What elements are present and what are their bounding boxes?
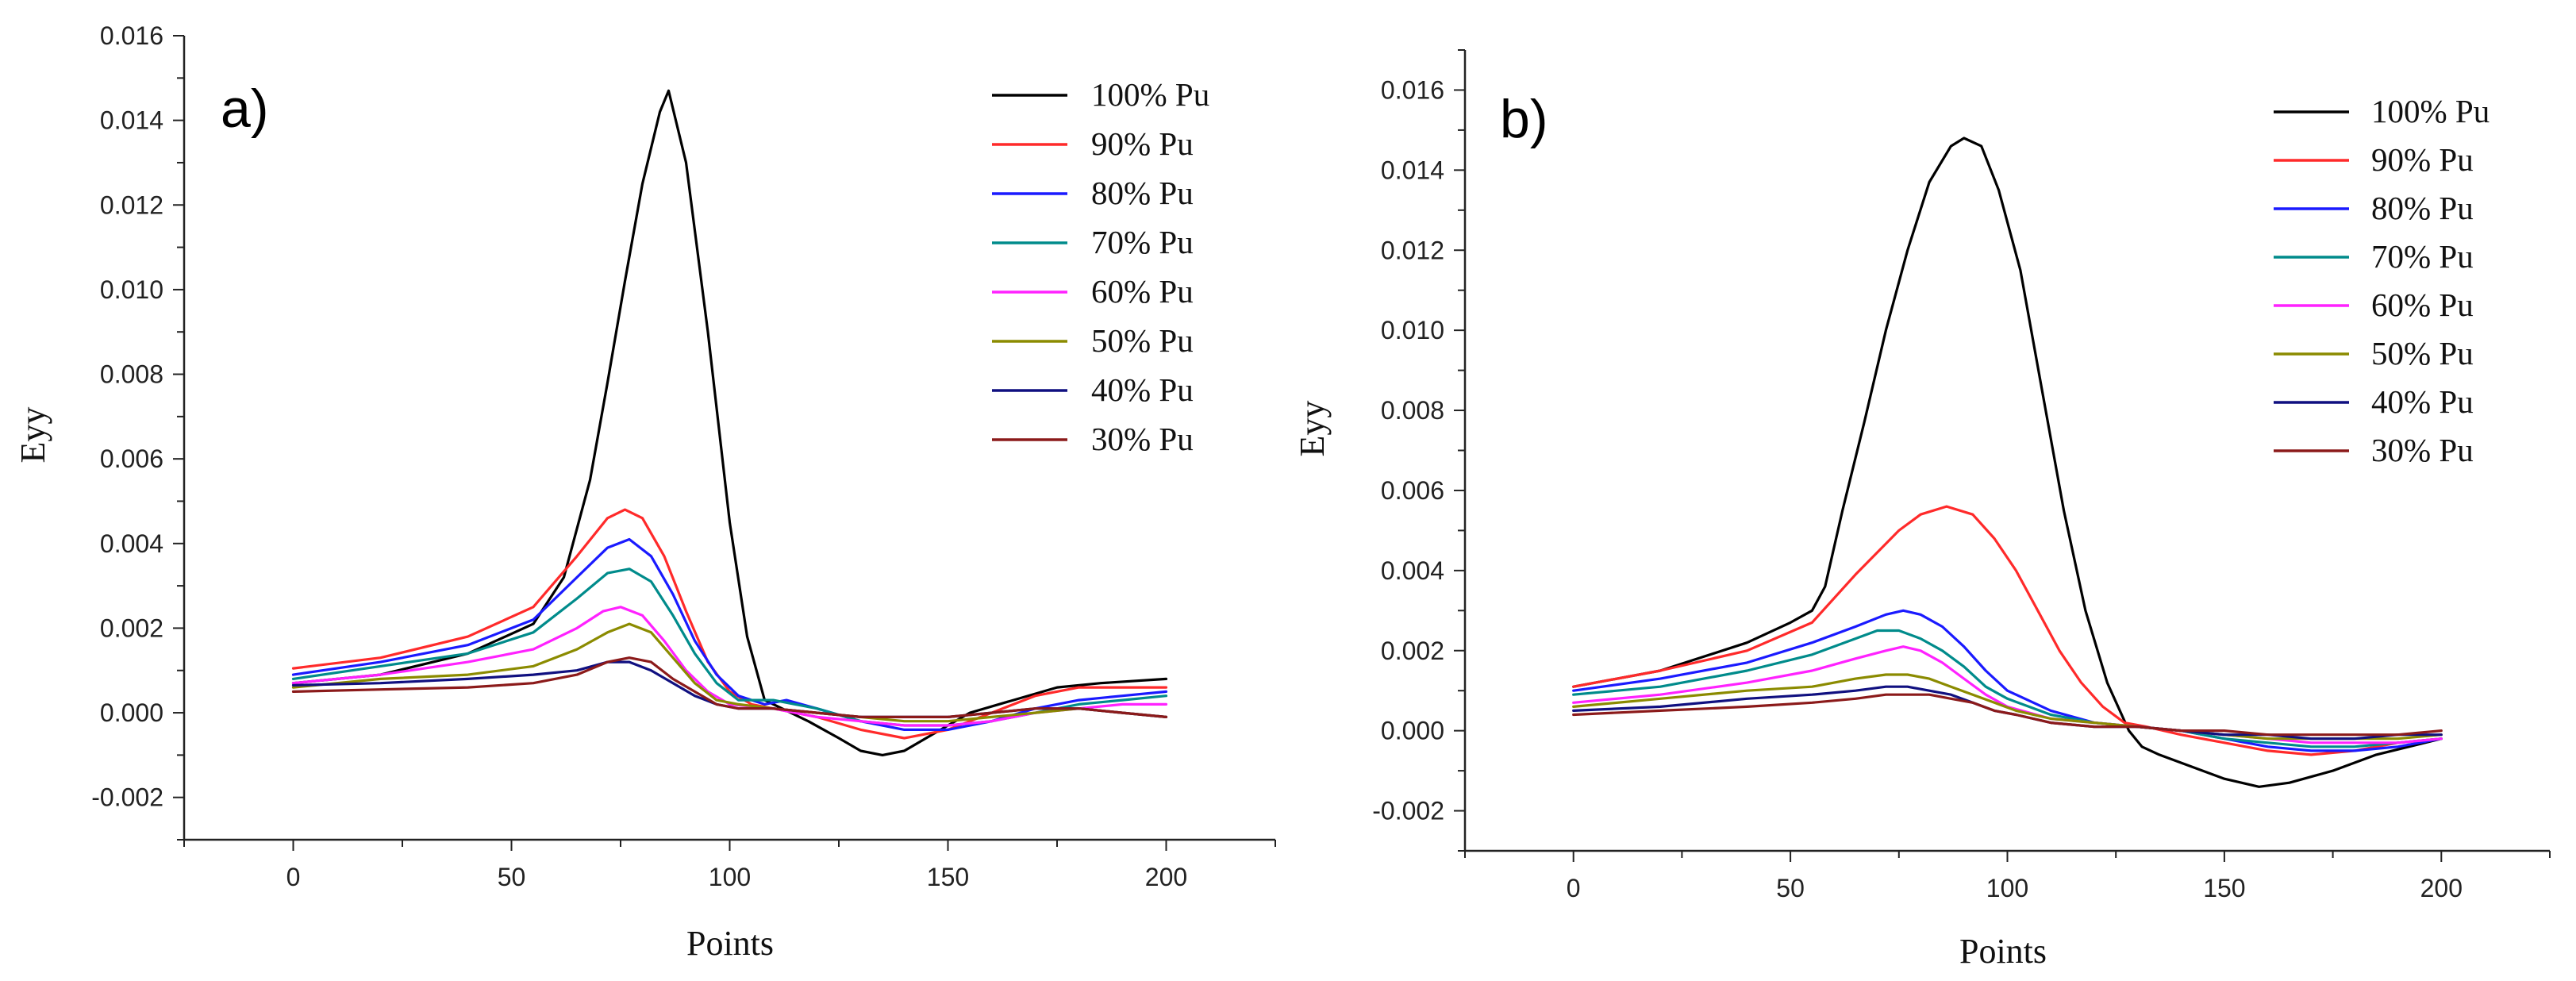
- series-line: [1572, 693, 2443, 737]
- legend-label: 60% Pu: [2371, 287, 2474, 323]
- series-line: [1572, 673, 2443, 741]
- y-tick-label: 0.016: [1381, 75, 1444, 104]
- legend-label: 30% Pu: [2371, 432, 2474, 468]
- series-line: [1572, 609, 2443, 752]
- chart-panel-1: 0 50 100 150 200 -0.002 0.000 0.002 0.004 0.006 0.…: [13, 21, 1276, 963]
- x-tick-label: 200: [1145, 863, 1187, 891]
- y-tick-label: 0.006: [1381, 476, 1444, 505]
- x-tick-label: 50: [498, 863, 526, 891]
- legend-label: 100% Pu: [1091, 76, 1209, 113]
- y-tick-label: 0.002: [1381, 637, 1444, 665]
- series-line: [1572, 629, 2443, 748]
- y-tick-label: 0.010: [1381, 316, 1444, 344]
- panel-label: b): [1500, 89, 1548, 149]
- panel-label: a): [221, 79, 268, 139]
- y-tick-label: 0.010: [100, 275, 163, 304]
- series-line: [291, 89, 1168, 757]
- chart-panel-2: 0 50 100 150 200 -0.002 0.000 0.002 0.004 0.006 0.…: [1293, 49, 2551, 971]
- series-line: [291, 537, 1168, 732]
- legend-label: 50% Pu: [1091, 322, 1194, 359]
- legend-label: 40% Pu: [1091, 371, 1194, 408]
- y-tick-label: 0.002: [100, 614, 163, 642]
- legend-label: 60% Pu: [1091, 273, 1194, 310]
- legend-label: 50% Pu: [2371, 335, 2474, 371]
- x-tick-label: 0: [1567, 874, 1581, 902]
- legend-label: 90% Pu: [1091, 125, 1194, 162]
- y-tick-label: 0.004: [100, 529, 163, 558]
- series-line: [1572, 505, 2443, 756]
- y-tick-label: 0.000: [1381, 717, 1444, 745]
- x-tick-label: 100: [709, 863, 751, 891]
- y-tick-label: 0.014: [100, 106, 163, 135]
- y-axis-label: Eyy: [1293, 401, 1332, 457]
- series-line: [1572, 137, 2443, 788]
- y-tick-label: -0.002: [1372, 797, 1444, 825]
- y-tick-label: 0.008: [1381, 396, 1444, 425]
- legend-label: 70% Pu: [2371, 238, 2474, 275]
- series-line: [291, 622, 1168, 723]
- x-tick-label: 150: [927, 863, 969, 891]
- x-axis-label: Points: [686, 924, 774, 963]
- y-tick-label: 0.014: [1381, 156, 1444, 184]
- x-tick-label: 100: [1986, 874, 2028, 902]
- legend: 100% Pu 90% Pu 80% Pu 70% Pu 60% Pu 50% Pu 40%…: [992, 76, 1209, 457]
- legend-label: 90% Pu: [2371, 141, 2474, 178]
- y-tick-label: -0.002: [91, 783, 163, 812]
- series-line: [291, 508, 1168, 740]
- legend-label: 70% Pu: [1091, 224, 1194, 260]
- series-line: [291, 606, 1168, 727]
- legend-label: 30% Pu: [1091, 421, 1194, 457]
- y-tick-label: 0.008: [100, 360, 163, 389]
- legend-label: 80% Pu: [2371, 190, 2474, 226]
- legend: 100% Pu 90% Pu 80% Pu 70% Pu 60% Pu 50% Pu 40%…: [2274, 93, 2489, 468]
- x-tick-label: 0: [286, 863, 301, 891]
- series-line: [1572, 645, 2443, 744]
- y-tick-label: 0.012: [1381, 236, 1444, 264]
- y-tick-label: 0.016: [100, 21, 163, 50]
- y-tick-label: 0.000: [100, 698, 163, 727]
- legend-label: 100% Pu: [2371, 93, 2489, 129]
- x-tick-label: 50: [1776, 874, 1805, 902]
- legend-label: 80% Pu: [1091, 175, 1194, 211]
- y-tick-label: 0.004: [1381, 556, 1444, 585]
- legend-label: 40% Pu: [2371, 383, 2474, 420]
- x-axis-label: Points: [1959, 932, 2047, 971]
- y-axis-label: Eyy: [13, 407, 52, 464]
- x-tick-label: 200: [2420, 874, 2463, 902]
- series-line: [291, 656, 1168, 719]
- y-tick-label: 0.006: [100, 444, 163, 473]
- x-tick-label: 150: [2203, 874, 2245, 902]
- y-tick-label: 0.012: [100, 190, 163, 219]
